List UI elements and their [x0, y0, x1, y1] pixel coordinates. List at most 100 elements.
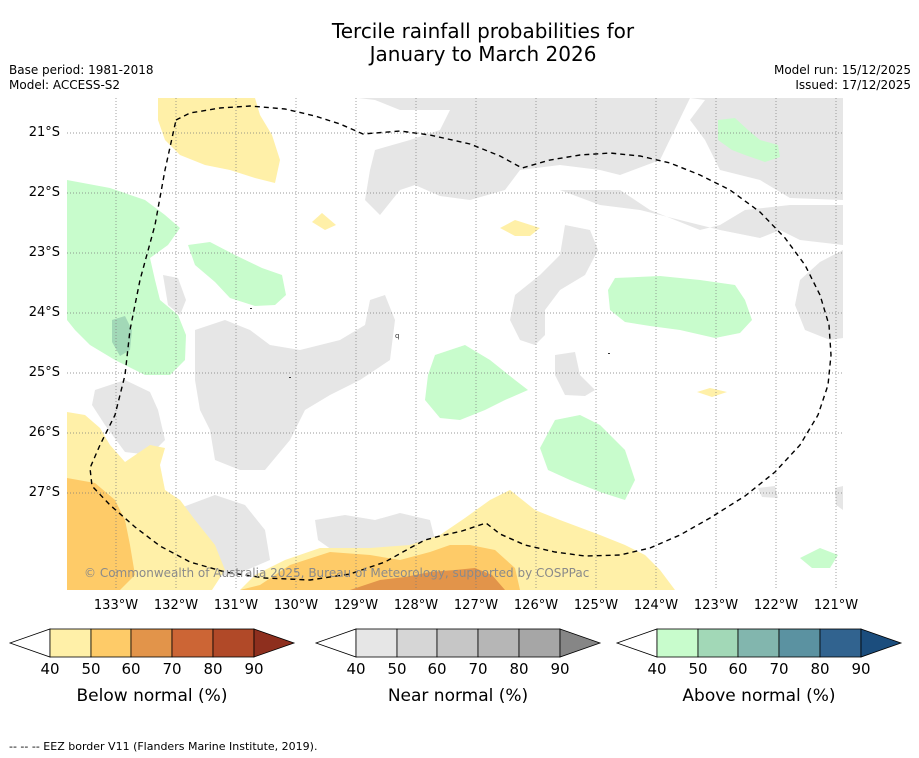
near-tick-90: 90	[550, 660, 570, 678]
lon-label-132w: 132°W	[153, 598, 199, 613]
below-normal-label: Below normal (%)	[76, 686, 228, 706]
eez-footer-note: -- -- -- EEZ border V11 (Flanders Marine…	[9, 740, 318, 753]
below-tick-60: 60	[121, 660, 141, 678]
above-normal-label: Above normal (%)	[682, 686, 836, 706]
above-tick-80: 80	[810, 660, 830, 678]
lat-label-23s: 23°S	[28, 245, 60, 260]
near-normal-region-north-east	[560, 190, 843, 245]
lon-label-127w: 127°W	[453, 598, 499, 613]
island-markers: q	[250, 308, 610, 378]
colorbar-above-low-arrow	[615, 628, 658, 658]
below-tick-70: 70	[162, 660, 182, 678]
colorbar-below-swatch-40	[49, 628, 92, 658]
near-normal-region-west-small	[163, 275, 186, 315]
lon-label-129w: 129°W	[333, 598, 379, 613]
colorbar-near-normal	[314, 628, 602, 658]
colorbar-near-swatch-80	[518, 628, 561, 658]
colorbar-below-high-arrow	[253, 628, 296, 658]
model-text: Model: ACCESS-S2	[9, 78, 121, 92]
above-normal-region-north-west	[188, 242, 286, 306]
below-normal-region-north	[158, 98, 280, 183]
gridlines	[67, 98, 843, 590]
below-tick-90: 90	[244, 660, 264, 678]
below-normal-50-south-west	[67, 478, 135, 590]
near-tick-60: 60	[427, 660, 447, 678]
colorbar-near-swatch-60	[436, 628, 479, 658]
near-normal-region-east-small	[758, 486, 778, 498]
above-normal-region-north-east	[718, 118, 780, 162]
lat-label-27s: 27°S	[28, 485, 60, 500]
below-normal-region-small-1	[312, 213, 336, 230]
below-normal-region-small-2	[500, 220, 540, 236]
lat-label-24s: 24°S	[28, 305, 60, 320]
colorbar-above-swatch-60	[737, 628, 780, 658]
near-normal-region-south	[315, 513, 435, 552]
near-normal-region-far-west	[92, 380, 165, 455]
issued-text: Issued: 17/12/2025	[795, 78, 911, 92]
lat-label-21s: 21°S	[28, 125, 60, 140]
colorbar-below-swatch-50	[90, 628, 132, 658]
near-tick-50: 50	[387, 660, 407, 678]
colorbar-below-swatch-80	[212, 628, 255, 658]
near-normal-label: Near normal (%)	[387, 686, 529, 706]
near-tick-80: 80	[509, 660, 529, 678]
above-normal-region-centre-east	[540, 415, 635, 500]
above-tick-60: 60	[728, 660, 748, 678]
near-tick-40: 40	[346, 660, 366, 678]
model-run-text: Model run: 15/12/2025	[773, 63, 911, 77]
lon-label-123w: 123°W	[693, 598, 739, 613]
above-normal-region-east	[608, 276, 752, 338]
below-tick-50: 50	[81, 660, 101, 678]
lon-label-126w: 126°W	[513, 598, 559, 613]
lon-label-122w: 122°W	[753, 598, 799, 613]
lon-label-125w: 125°W	[573, 598, 619, 613]
copyright-text: © Commonwealth of Australia 2025, Bureau…	[84, 566, 590, 580]
lat-label-25s: 25°S	[28, 365, 60, 380]
colorbar-above-normal	[615, 628, 903, 658]
above-tick-70: 70	[769, 660, 789, 678]
lat-label-26s: 26°S	[28, 425, 60, 440]
colorbar-above-swatch-80	[819, 628, 862, 658]
above-normal-region-west	[67, 180, 186, 375]
svg-text:q: q	[395, 332, 399, 340]
near-tick-70: 70	[468, 660, 488, 678]
near-normal-region-east	[795, 250, 843, 340]
colorbar-near-swatch-50	[396, 628, 438, 658]
colorbar-above-swatch-70	[778, 628, 821, 658]
colorbar-below-swatch-70	[171, 628, 214, 658]
chart-title-line1: Tercile rainfall probabilities for	[331, 19, 635, 43]
eez-border	[89, 105, 832, 581]
colorbar-above-swatch-50	[697, 628, 739, 658]
above-normal-region-centre	[425, 345, 528, 420]
colorbar-above-swatch-40	[656, 628, 699, 658]
chart-title-line2: January to March 2026	[369, 42, 597, 66]
colorbar-near-swatch-40	[355, 628, 398, 658]
base-period-text: Base period: 1981-2018	[9, 63, 154, 77]
lon-label-130w: 130°W	[273, 598, 319, 613]
lat-label-22s: 22°S	[28, 185, 60, 200]
colorbar-near-swatch-70	[477, 628, 520, 658]
below-tick-80: 80	[203, 660, 223, 678]
lon-label-124w: 124°W	[633, 598, 679, 613]
above-normal-region-south-east	[800, 548, 838, 568]
above-tick-90: 90	[851, 660, 871, 678]
lon-label-131w: 131°W	[213, 598, 259, 613]
above-tick-40: 40	[647, 660, 667, 678]
lon-label-128w: 128°W	[393, 598, 439, 613]
near-normal-region-east-edge	[835, 486, 843, 510]
below-normal-region-small-3	[697, 388, 727, 397]
colorbar-near-low-arrow	[314, 628, 357, 658]
near-normal-region-centre-east	[510, 225, 598, 345]
colorbar-near-high-arrow	[559, 628, 602, 658]
below-normal-60-south	[350, 568, 505, 590]
colorbar-above-high-arrow	[860, 628, 903, 658]
above-normal-overlap-west	[112, 316, 132, 356]
below-tick-40: 40	[40, 660, 60, 678]
near-normal-region-west	[195, 295, 395, 470]
colorbar-below-normal	[8, 628, 296, 658]
near-normal-region-small-a	[555, 352, 595, 396]
colorbar-below-low-arrow	[8, 628, 51, 658]
colorbar-below-swatch-60	[130, 628, 173, 658]
lon-label-133w: 133°W	[93, 598, 139, 613]
